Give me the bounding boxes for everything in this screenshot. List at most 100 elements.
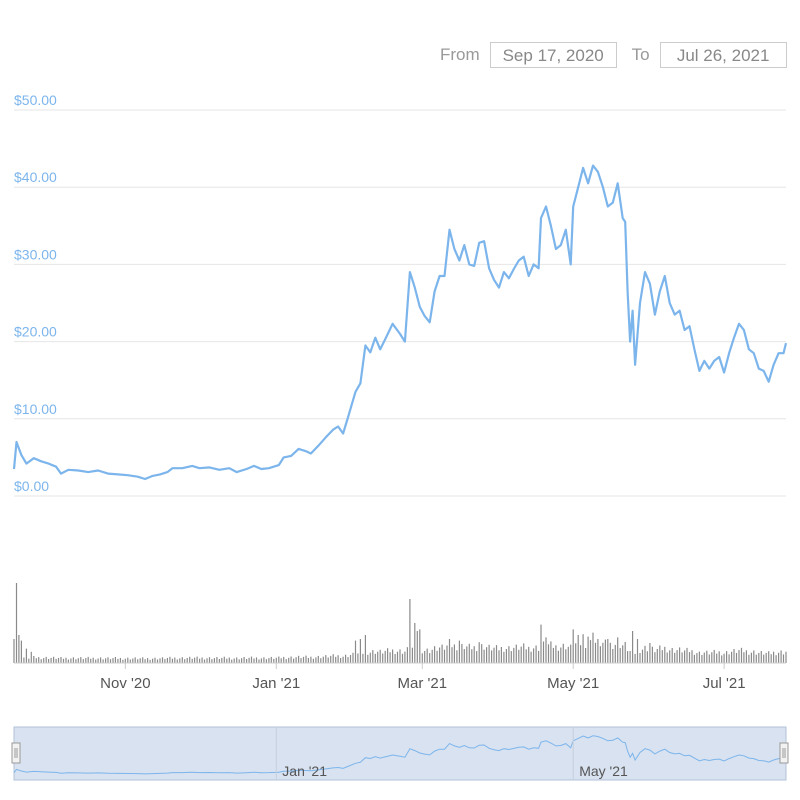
volume-bar — [575, 643, 577, 663]
y-tick-label: $20.00 — [14, 324, 57, 340]
volume-bar — [471, 649, 473, 663]
volume-bar — [352, 652, 354, 663]
navigator-tick-label: Jan '21 — [282, 763, 327, 779]
volume-bar — [513, 647, 515, 663]
volume-bar — [602, 642, 604, 663]
volume-bar — [688, 652, 691, 663]
volume-bar — [342, 656, 344, 663]
volume-bar — [67, 659, 69, 663]
volume-bar — [738, 650, 740, 663]
volume-bar — [634, 653, 636, 663]
handle-body[interactable] — [779, 742, 789, 764]
volume-bar — [43, 658, 45, 663]
volume-bar — [686, 647, 688, 663]
volume-bar — [369, 652, 371, 663]
volume-bar — [748, 654, 750, 663]
volume-bar — [211, 659, 213, 663]
volume-bar — [147, 658, 149, 663]
volume-bar — [731, 651, 733, 663]
volume-bar — [137, 659, 139, 663]
volume-bar — [679, 647, 681, 663]
volume-bar — [745, 650, 747, 663]
volume-bar — [349, 655, 352, 663]
volume-bar — [142, 657, 144, 663]
volume-bar — [320, 658, 322, 663]
volume-bar — [525, 649, 527, 663]
volume-bar — [510, 651, 512, 663]
volume-bar — [38, 657, 40, 663]
volume-bar — [201, 657, 203, 663]
volume-bar — [340, 658, 342, 663]
volume-bar — [721, 655, 723, 663]
volume-bar — [604, 639, 606, 663]
volume-bar — [20, 640, 22, 663]
volume-bar — [243, 657, 245, 663]
volume-bar — [379, 649, 381, 663]
volume-bar — [495, 645, 498, 663]
volume-bar — [646, 651, 648, 663]
volume-bar — [698, 651, 700, 663]
volume-bar — [656, 649, 658, 663]
volume-bar — [696, 653, 698, 663]
volume-bar — [453, 644, 455, 663]
volume-bar — [181, 657, 183, 663]
to-date-input[interactable]: Jul 26, 2021 — [659, 42, 787, 68]
volume-bar — [330, 655, 332, 663]
volume-bar — [443, 649, 446, 663]
volume-bar — [87, 656, 89, 663]
volume-bar — [644, 645, 646, 663]
from-label: From — [440, 45, 480, 64]
volume-bar — [491, 650, 493, 663]
volume-bar — [708, 654, 710, 663]
price-line — [12, 164, 788, 481]
volume-bar — [384, 650, 386, 663]
volume-bar — [557, 650, 559, 663]
volume-bar — [468, 643, 470, 663]
volume-bar — [439, 647, 441, 663]
volume-bar — [466, 646, 468, 663]
volume-bar — [718, 651, 720, 663]
volume-bar — [773, 651, 775, 663]
volume-bar — [768, 651, 770, 663]
volume-bar — [599, 646, 601, 663]
volume-bar — [711, 652, 713, 663]
navigator-tick-label: May '21 — [579, 763, 628, 779]
volume-bar — [406, 647, 408, 663]
x-tick-label: Jul '21 — [703, 675, 746, 692]
navigator-right-handle[interactable] — [779, 742, 789, 764]
volume-bar — [617, 637, 619, 663]
volume-bar — [691, 650, 693, 663]
volume-bar — [268, 658, 270, 663]
volume-bar — [191, 658, 193, 663]
volume-bar — [226, 658, 228, 663]
volume-bar — [594, 642, 597, 663]
volume-bar — [223, 656, 225, 663]
volume-bar — [174, 657, 176, 663]
volume-bar — [161, 657, 164, 663]
volume-bar — [107, 657, 109, 663]
volume-bar — [85, 658, 87, 663]
volume-bar — [28, 658, 30, 663]
volume-bar — [528, 646, 530, 663]
volume-bar — [156, 659, 159, 663]
volume-bar — [775, 655, 777, 663]
volume-bar — [726, 651, 728, 663]
volume-bar — [567, 646, 569, 663]
handle-body[interactable] — [11, 742, 21, 764]
volume-bar — [23, 657, 25, 663]
volume-bar — [80, 657, 82, 663]
volume-bar — [298, 655, 300, 663]
volume-bar — [387, 648, 389, 663]
volume-bar — [337, 655, 339, 663]
navigator[interactable]: Jan '21 May '21 — [11, 726, 789, 781]
volume-bar — [458, 640, 460, 663]
from-date-input[interactable]: Sep 17, 2020 — [489, 42, 617, 68]
volume-bar — [124, 658, 126, 663]
volume-bar — [134, 657, 136, 663]
volume-bar — [236, 657, 238, 663]
volume-bar — [241, 658, 243, 663]
navigator-left-handle[interactable] — [11, 742, 21, 764]
volume-bar — [542, 641, 545, 663]
navigator-window[interactable] — [13, 726, 787, 781]
x-tick-label: May '21 — [547, 675, 599, 692]
